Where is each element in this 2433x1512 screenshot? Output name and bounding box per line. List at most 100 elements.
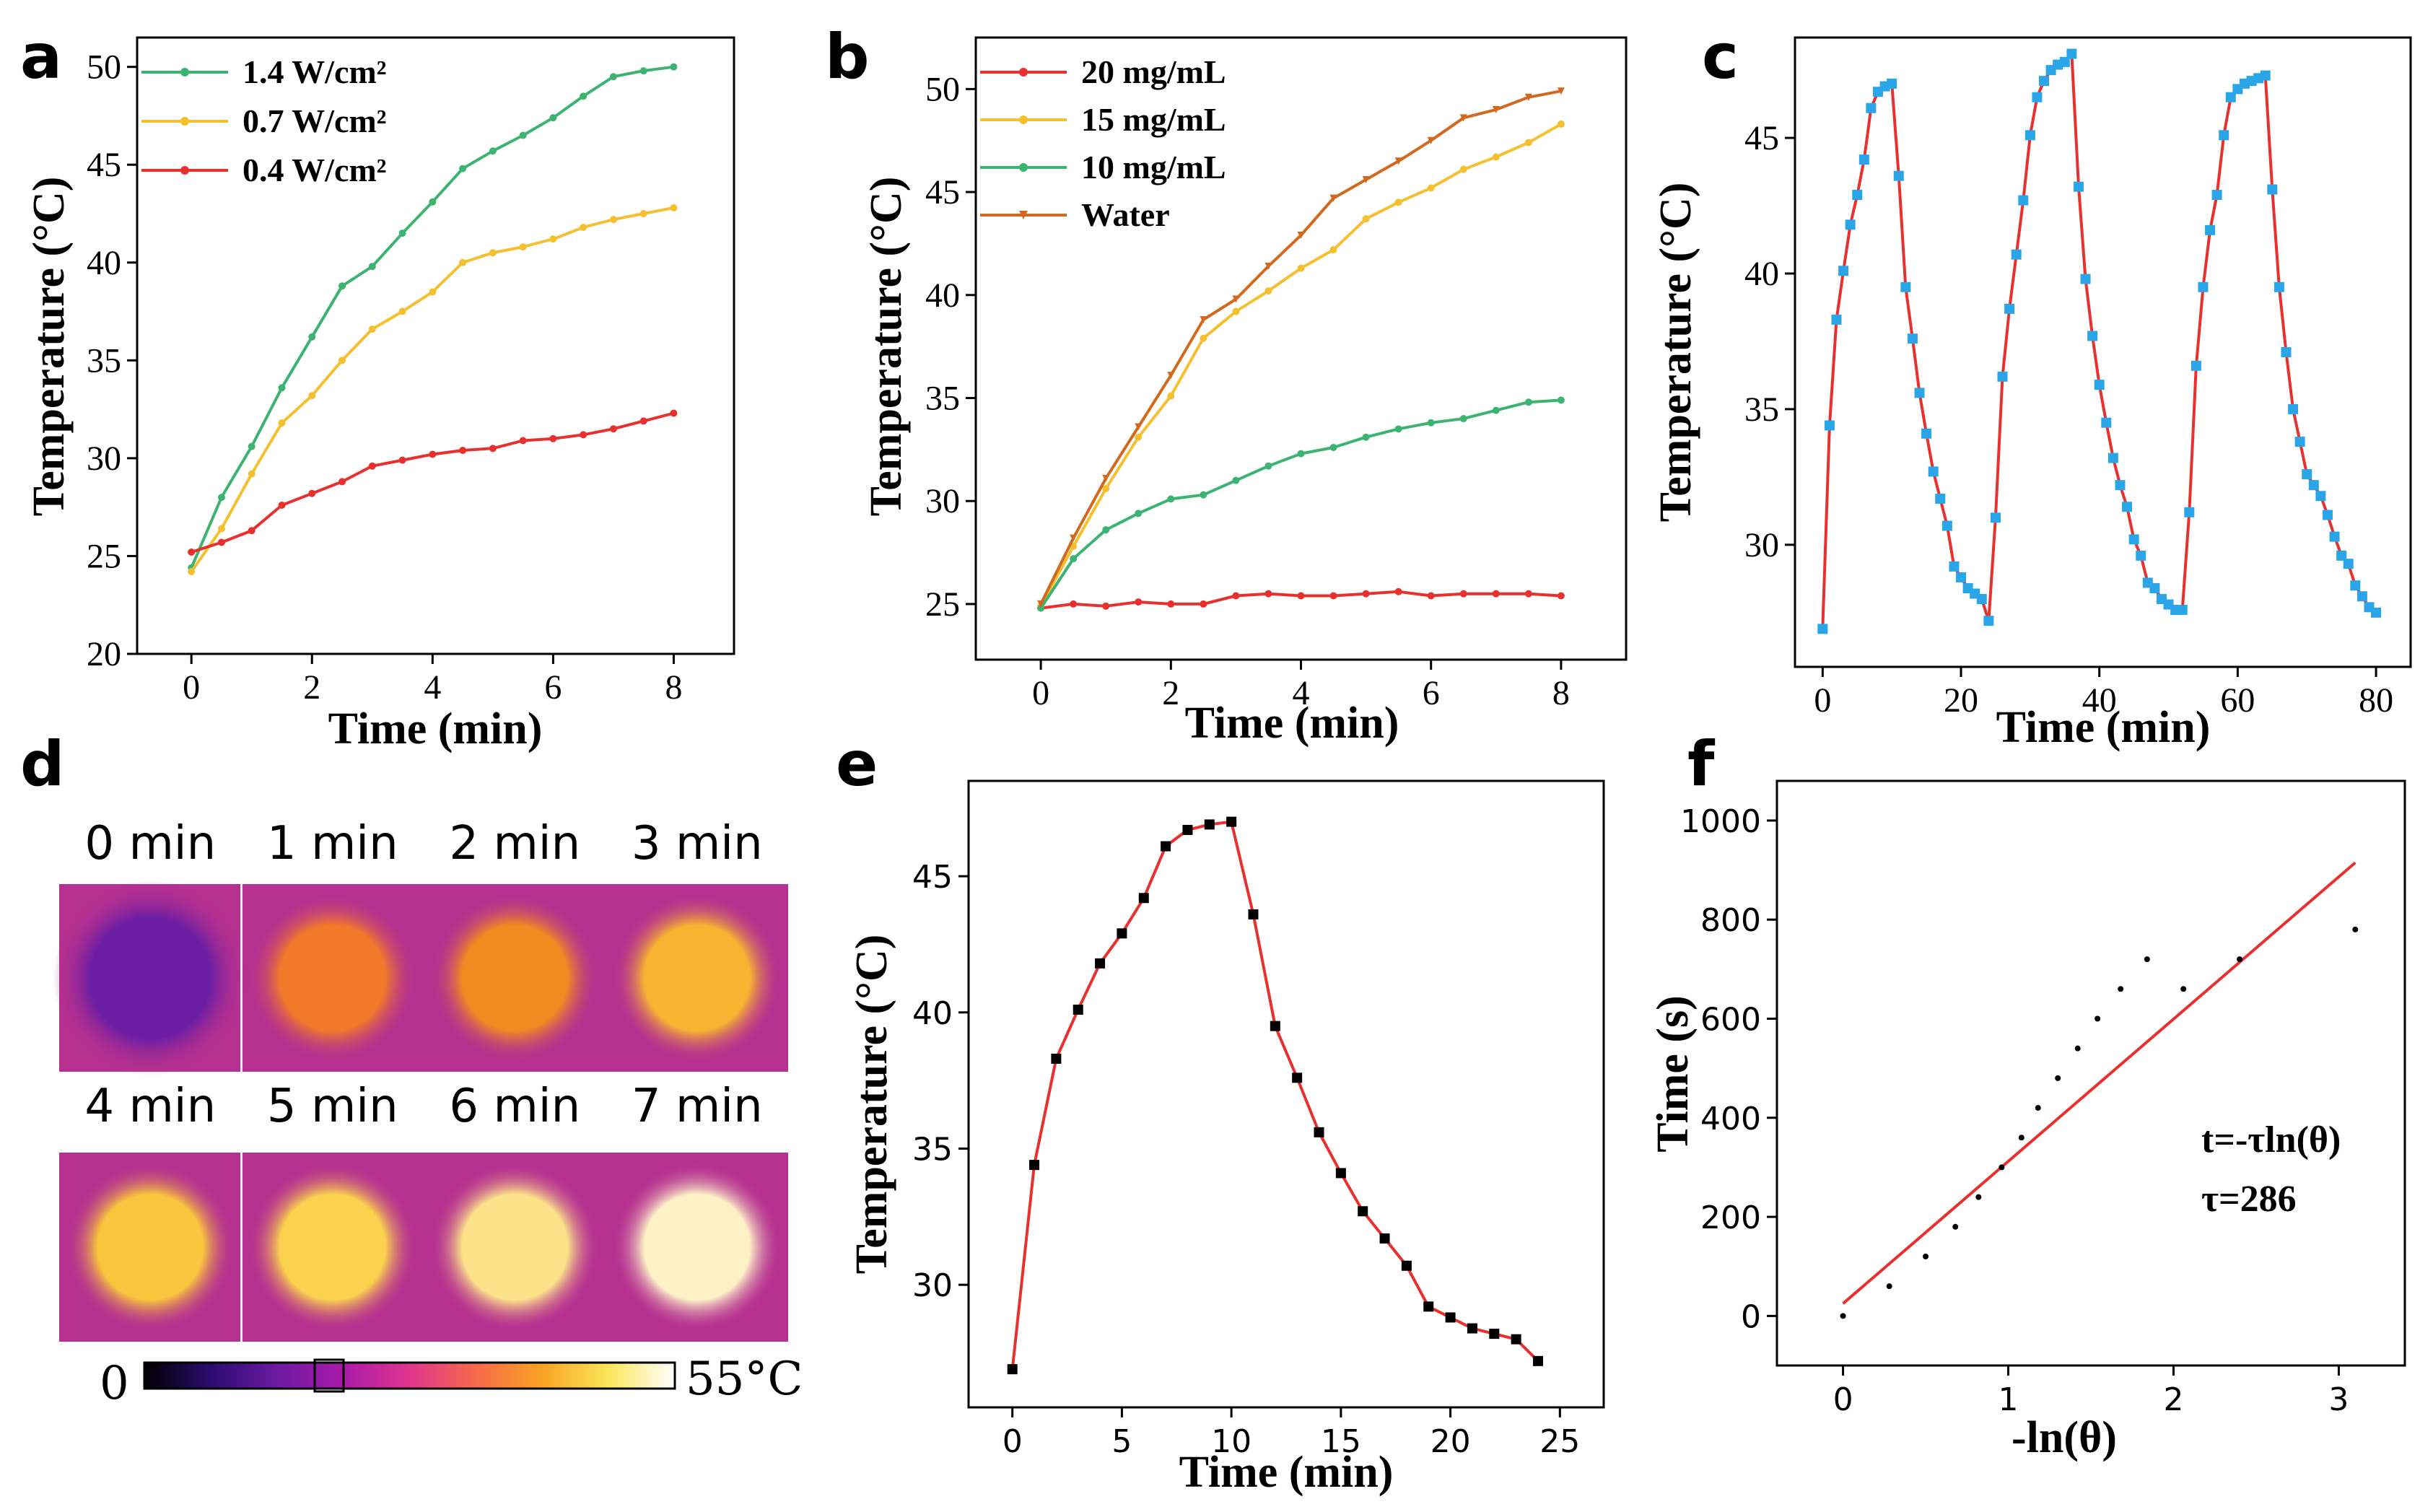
panel-d-thermal-images: d 0 min 1 min 2 min 3 min 4 min 5 min 6 min 7 m… — [20, 728, 803, 1410]
series-marks-e — [1007, 816, 1543, 1375]
data-point — [1492, 406, 1500, 414]
data-point — [1037, 604, 1045, 612]
legend-entry: 15 mg/mL — [1081, 101, 1226, 138]
data-point — [1362, 215, 1370, 223]
y-tick-label: 35 — [925, 380, 960, 418]
plot-frame-b — [974, 36, 1628, 661]
data-point — [2039, 76, 2050, 87]
x-tick-label: 20 — [1944, 681, 1978, 720]
data-point — [1401, 1260, 1412, 1271]
data-point — [1459, 165, 1467, 173]
data-point — [180, 68, 189, 77]
series-line — [1010, 820, 1539, 1370]
data-point — [2035, 1105, 2041, 1111]
data-point — [1557, 396, 1565, 404]
data-point — [1489, 1329, 1500, 1340]
data-point — [1394, 157, 1402, 165]
data-point — [1935, 493, 1946, 504]
data-point — [1297, 232, 1305, 240]
x-tick-label: 2 — [303, 668, 320, 707]
data-point — [1264, 590, 1272, 598]
data-point — [1167, 495, 1175, 503]
data-point — [2087, 331, 2098, 341]
axis-ticks-e: 0 5 10 15 20 25 30 35 40 45 — [912, 859, 1580, 1460]
data-point — [1358, 1206, 1368, 1217]
time-label: 3 min — [632, 817, 763, 870]
x-tick-label: 0 — [183, 668, 200, 707]
data-point — [2059, 56, 2070, 67]
data-point — [639, 417, 647, 425]
panel-c-cycling: c 0 20 40 60 80 30 35 40 45 Time (min) Temperatu… — [1651, 21, 2412, 752]
data-point — [1492, 590, 1500, 598]
data-point — [1990, 512, 2001, 523]
data-point — [1999, 1164, 2005, 1171]
series-marks-f — [1840, 861, 2359, 1319]
x-tick-label: 4 — [1293, 674, 1310, 712]
axis-ticks-c: 0 20 40 60 80 30 35 40 45 — [1744, 119, 2393, 720]
data-point — [2080, 274, 2091, 284]
y-axis-label-c: Temperature (°C) — [1651, 183, 1700, 523]
y-axis-label-b: Temperature (°C) — [862, 177, 911, 517]
panel-label-c: c — [1702, 21, 1739, 93]
data-point — [1135, 423, 1143, 431]
data-point — [1204, 819, 1215, 830]
data-point — [1102, 485, 1110, 493]
x-tick-label: 80 — [2359, 681, 2393, 720]
data-point — [1232, 295, 1240, 303]
y-tick-label: 25 — [87, 537, 121, 575]
time-label: 7 min — [632, 1080, 763, 1133]
data-point — [1329, 245, 1337, 253]
thermal-image-grid: 0 min 1 min 2 min 3 min 4 min 5 min 6 min 7 min — [53, 817, 788, 1342]
data-point — [2118, 986, 2124, 992]
data-point — [1532, 1355, 1543, 1366]
data-point — [1524, 139, 1532, 147]
legend-b: 20 mg/mL 15 mg/mL 10 mg/mL Water — [980, 53, 1226, 233]
data-point — [1928, 466, 1939, 477]
data-point — [2308, 480, 2319, 491]
data-point — [489, 147, 497, 155]
data-point — [338, 282, 346, 290]
data-point — [519, 437, 527, 445]
data-point — [1117, 928, 1127, 939]
data-point — [1029, 1160, 1040, 1171]
data-point — [2288, 403, 2299, 414]
x-tick-label: 15 — [1321, 1423, 1361, 1460]
data-point — [1952, 1223, 1959, 1230]
data-point — [1102, 602, 1110, 610]
legend-entry: 20 mg/mL — [1081, 53, 1226, 90]
data-point — [1270, 1021, 1280, 1031]
colorbar-max-label: 55°C — [686, 1353, 803, 1406]
data-point — [180, 166, 189, 175]
thermal-spot — [611, 1162, 782, 1332]
data-point — [1264, 262, 1272, 270]
data-point — [248, 470, 255, 478]
x-tick-label: 3 — [2328, 1381, 2349, 1418]
data-point — [2336, 550, 2347, 561]
x-tick-label: 8 — [1552, 674, 1570, 712]
x-axis-label-a: Time (min) — [328, 704, 543, 753]
y-axis-label-f: Time (s) — [1648, 995, 1698, 1153]
data-point — [429, 288, 437, 296]
data-point — [459, 447, 467, 455]
data-point — [1167, 372, 1175, 380]
data-point — [1232, 307, 1240, 315]
colorbar — [143, 1358, 676, 1393]
data-point — [1292, 1072, 1303, 1083]
axis-ticks-a: 0 2 4 6 8 20 25 30 35 40 45 50 — [87, 48, 682, 707]
data-point — [1492, 153, 1500, 161]
series-marks-a — [188, 63, 678, 576]
data-point — [2180, 986, 2187, 992]
data-point — [1135, 433, 1143, 441]
data-point — [429, 198, 437, 206]
y-tick-label: 25 — [925, 585, 960, 624]
thermal-spot — [429, 1162, 600, 1332]
y-tick-label: 30 — [1744, 526, 1779, 564]
data-point — [2343, 559, 2354, 569]
data-point — [188, 568, 196, 576]
x-axis-label-c: Time (min) — [1996, 703, 2211, 752]
plot-frame-c — [1794, 36, 2412, 668]
data-point — [1362, 175, 1370, 183]
data-point — [308, 392, 316, 400]
x-axis-label-b: Time (min) — [1185, 699, 1399, 748]
data-point — [2073, 181, 2084, 192]
